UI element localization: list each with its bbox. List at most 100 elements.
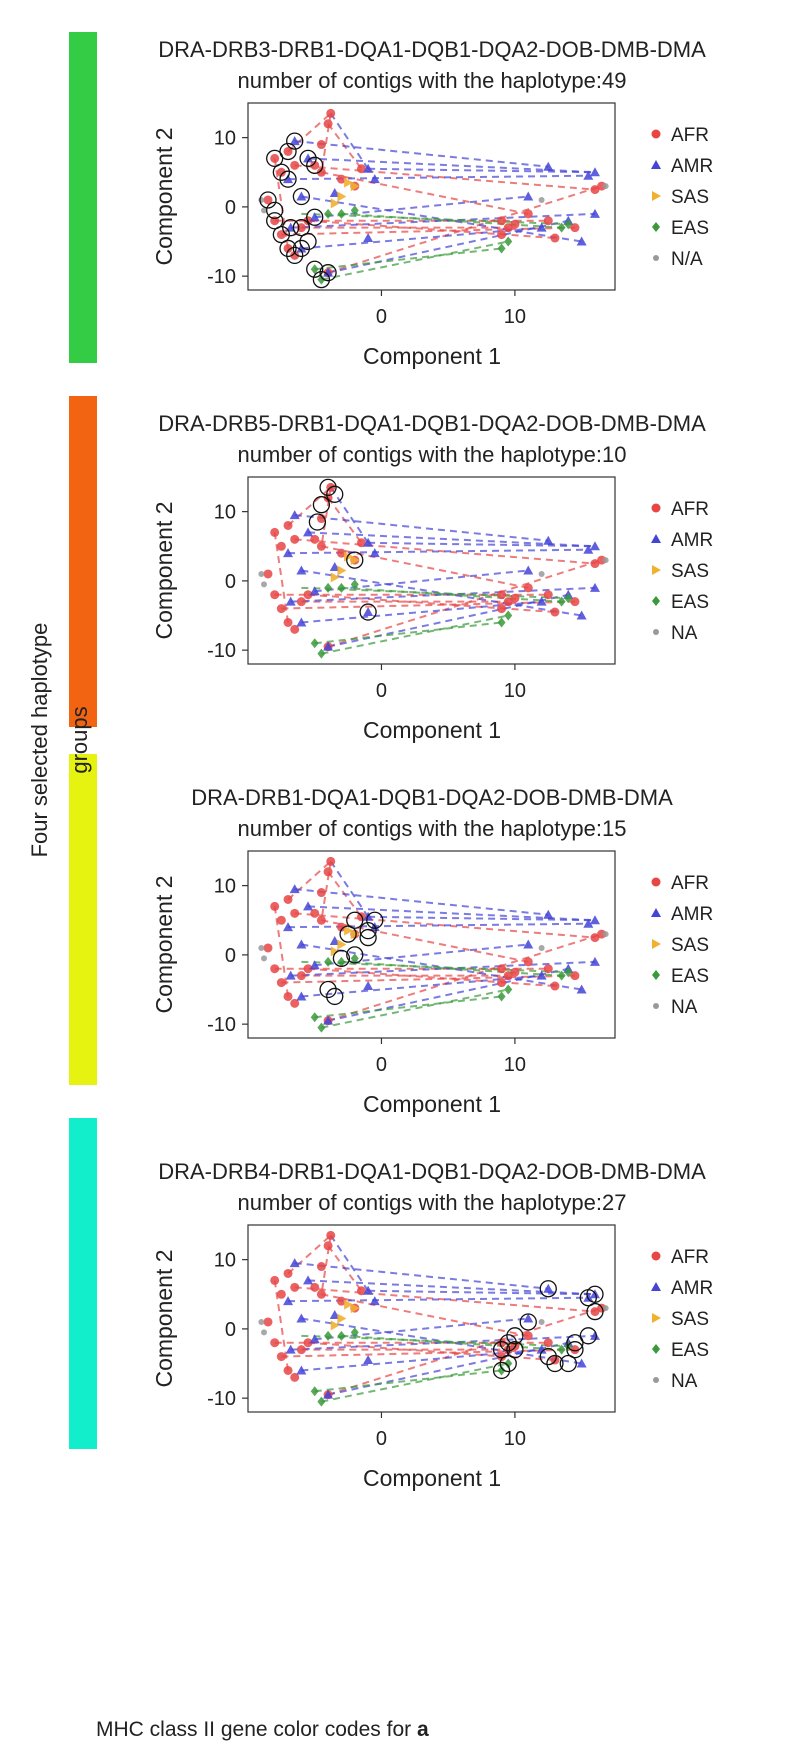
point-amr: [589, 208, 600, 218]
series-line-afr: [273, 532, 290, 623]
series-line-amr: [290, 212, 596, 229]
footer-caption: MHC class II gene color codes for a: [96, 1718, 429, 1742]
series-line-amr: [290, 1334, 596, 1351]
highlight-marker: [266, 212, 284, 230]
highlight-marker: [292, 239, 311, 258]
point-eas: [337, 582, 346, 593]
point-afr: [290, 908, 300, 918]
series-line-amr: [301, 195, 582, 243]
point-other: [258, 570, 265, 577]
x-tick-label: 0: [376, 1428, 387, 1450]
legend-label: SAS: [671, 561, 709, 582]
series-line-afr: [273, 1280, 290, 1371]
point-amr: [523, 191, 534, 201]
highlight-marker: [312, 270, 331, 289]
series-line-eas: [301, 586, 569, 600]
point-afr: [326, 108, 336, 118]
point-other: [258, 196, 265, 203]
highlight-marker: [359, 921, 377, 940]
chart-subtitle: number of contigs with the haplotype:49: [238, 68, 627, 93]
point-afr: [303, 1338, 313, 1348]
point-afr: [336, 1296, 346, 1306]
point-afr: [323, 1241, 333, 1251]
legend-marker-afr: [651, 877, 661, 887]
point-afr: [263, 1317, 273, 1327]
point-afr: [283, 1365, 293, 1375]
point-afr: [590, 1307, 600, 1317]
point-afr: [283, 243, 293, 253]
point-amr: [589, 1330, 600, 1340]
highlight-marker: [306, 208, 324, 226]
series-line-afr: [287, 486, 332, 527]
y-tick-label: 0: [225, 945, 236, 967]
point-afr: [497, 1338, 507, 1348]
legend-marker-amr: [651, 908, 661, 917]
chart-title: DRA-DRB5-DRB1-DQA1-DQB1-DQA2-DOB-DMB-DMA: [158, 411, 706, 436]
point-amr: [363, 1285, 374, 1295]
y-tick-label: -10: [207, 640, 236, 662]
point-eas: [317, 1396, 326, 1407]
point-afr: [263, 195, 273, 205]
point-afr: [497, 1352, 507, 1362]
chart-panel-2: DRA-DRB5-DRB1-DQA1-DQB1-DQA2-DOB-DMB-DMA…: [151, 411, 713, 743]
point-afr: [497, 964, 507, 974]
x-axis-label: Component 1: [363, 717, 501, 743]
point-sas: [330, 198, 340, 209]
point-eas: [504, 610, 513, 621]
point-sas: [350, 1303, 360, 1314]
point-amr: [283, 548, 294, 558]
point-afr: [550, 981, 560, 991]
series-line-afr: [287, 1234, 332, 1275]
point-afr: [503, 597, 513, 607]
point-amr: [303, 901, 314, 911]
series-line-amr: [294, 514, 549, 542]
legend-label: SAS: [671, 935, 709, 956]
point-eas: [310, 1012, 319, 1023]
legend-label: EAS: [671, 1340, 709, 1361]
point-afr: [303, 964, 313, 974]
series-line-amr: [368, 541, 595, 548]
point-afr: [323, 119, 333, 129]
highlight-marker: [559, 1354, 577, 1373]
point-amr: [296, 1313, 307, 1323]
point-amr: [296, 939, 307, 949]
legend-marker-other: [653, 1003, 659, 1009]
point-amr: [523, 939, 534, 949]
point-other: [602, 557, 609, 564]
legend-label: AFR: [671, 873, 709, 894]
point-amr: [309, 212, 320, 222]
point-afr: [296, 971, 306, 981]
highlight-marker: [499, 1354, 517, 1373]
series-line-afr: [320, 1235, 332, 1295]
highlight-marker: [306, 260, 324, 278]
series-line-amr: [368, 1289, 595, 1296]
highlight-marker: [272, 163, 291, 181]
x-tick-label: 0: [376, 1054, 387, 1076]
point-afr: [497, 604, 507, 614]
point-other: [602, 183, 609, 190]
x-axis-label: Component 1: [363, 1465, 501, 1491]
point-amr: [296, 191, 307, 201]
point-afr: [276, 978, 286, 988]
series-line-amr: [294, 140, 549, 168]
highlight-marker: [359, 928, 377, 947]
point-eas: [350, 1327, 359, 1338]
highlight-marker: [366, 911, 384, 929]
point-afr: [283, 1268, 293, 1278]
y-tick-label: 10: [214, 1250, 236, 1272]
series-line-eas: [301, 1334, 569, 1348]
point-afr: [316, 888, 326, 898]
legend-marker-amr: [651, 534, 661, 543]
plot-frame: [247, 1224, 616, 1413]
point-other: [258, 1318, 265, 1325]
y-axis-label: Component 2: [151, 501, 177, 639]
chart-panel-1: DRA-DRB3-DRB1-DQA1-DQB1-DQA2-DOB-DMB-DMA…: [151, 37, 713, 369]
point-afr: [290, 1372, 300, 1382]
legend-marker-afr: [651, 129, 661, 139]
x-tick-label: 0: [376, 306, 387, 328]
point-eas: [504, 236, 513, 247]
x-tick-label: 0: [376, 680, 387, 702]
point-eas: [350, 205, 359, 216]
point-amr: [296, 243, 307, 253]
point-afr: [310, 908, 320, 918]
